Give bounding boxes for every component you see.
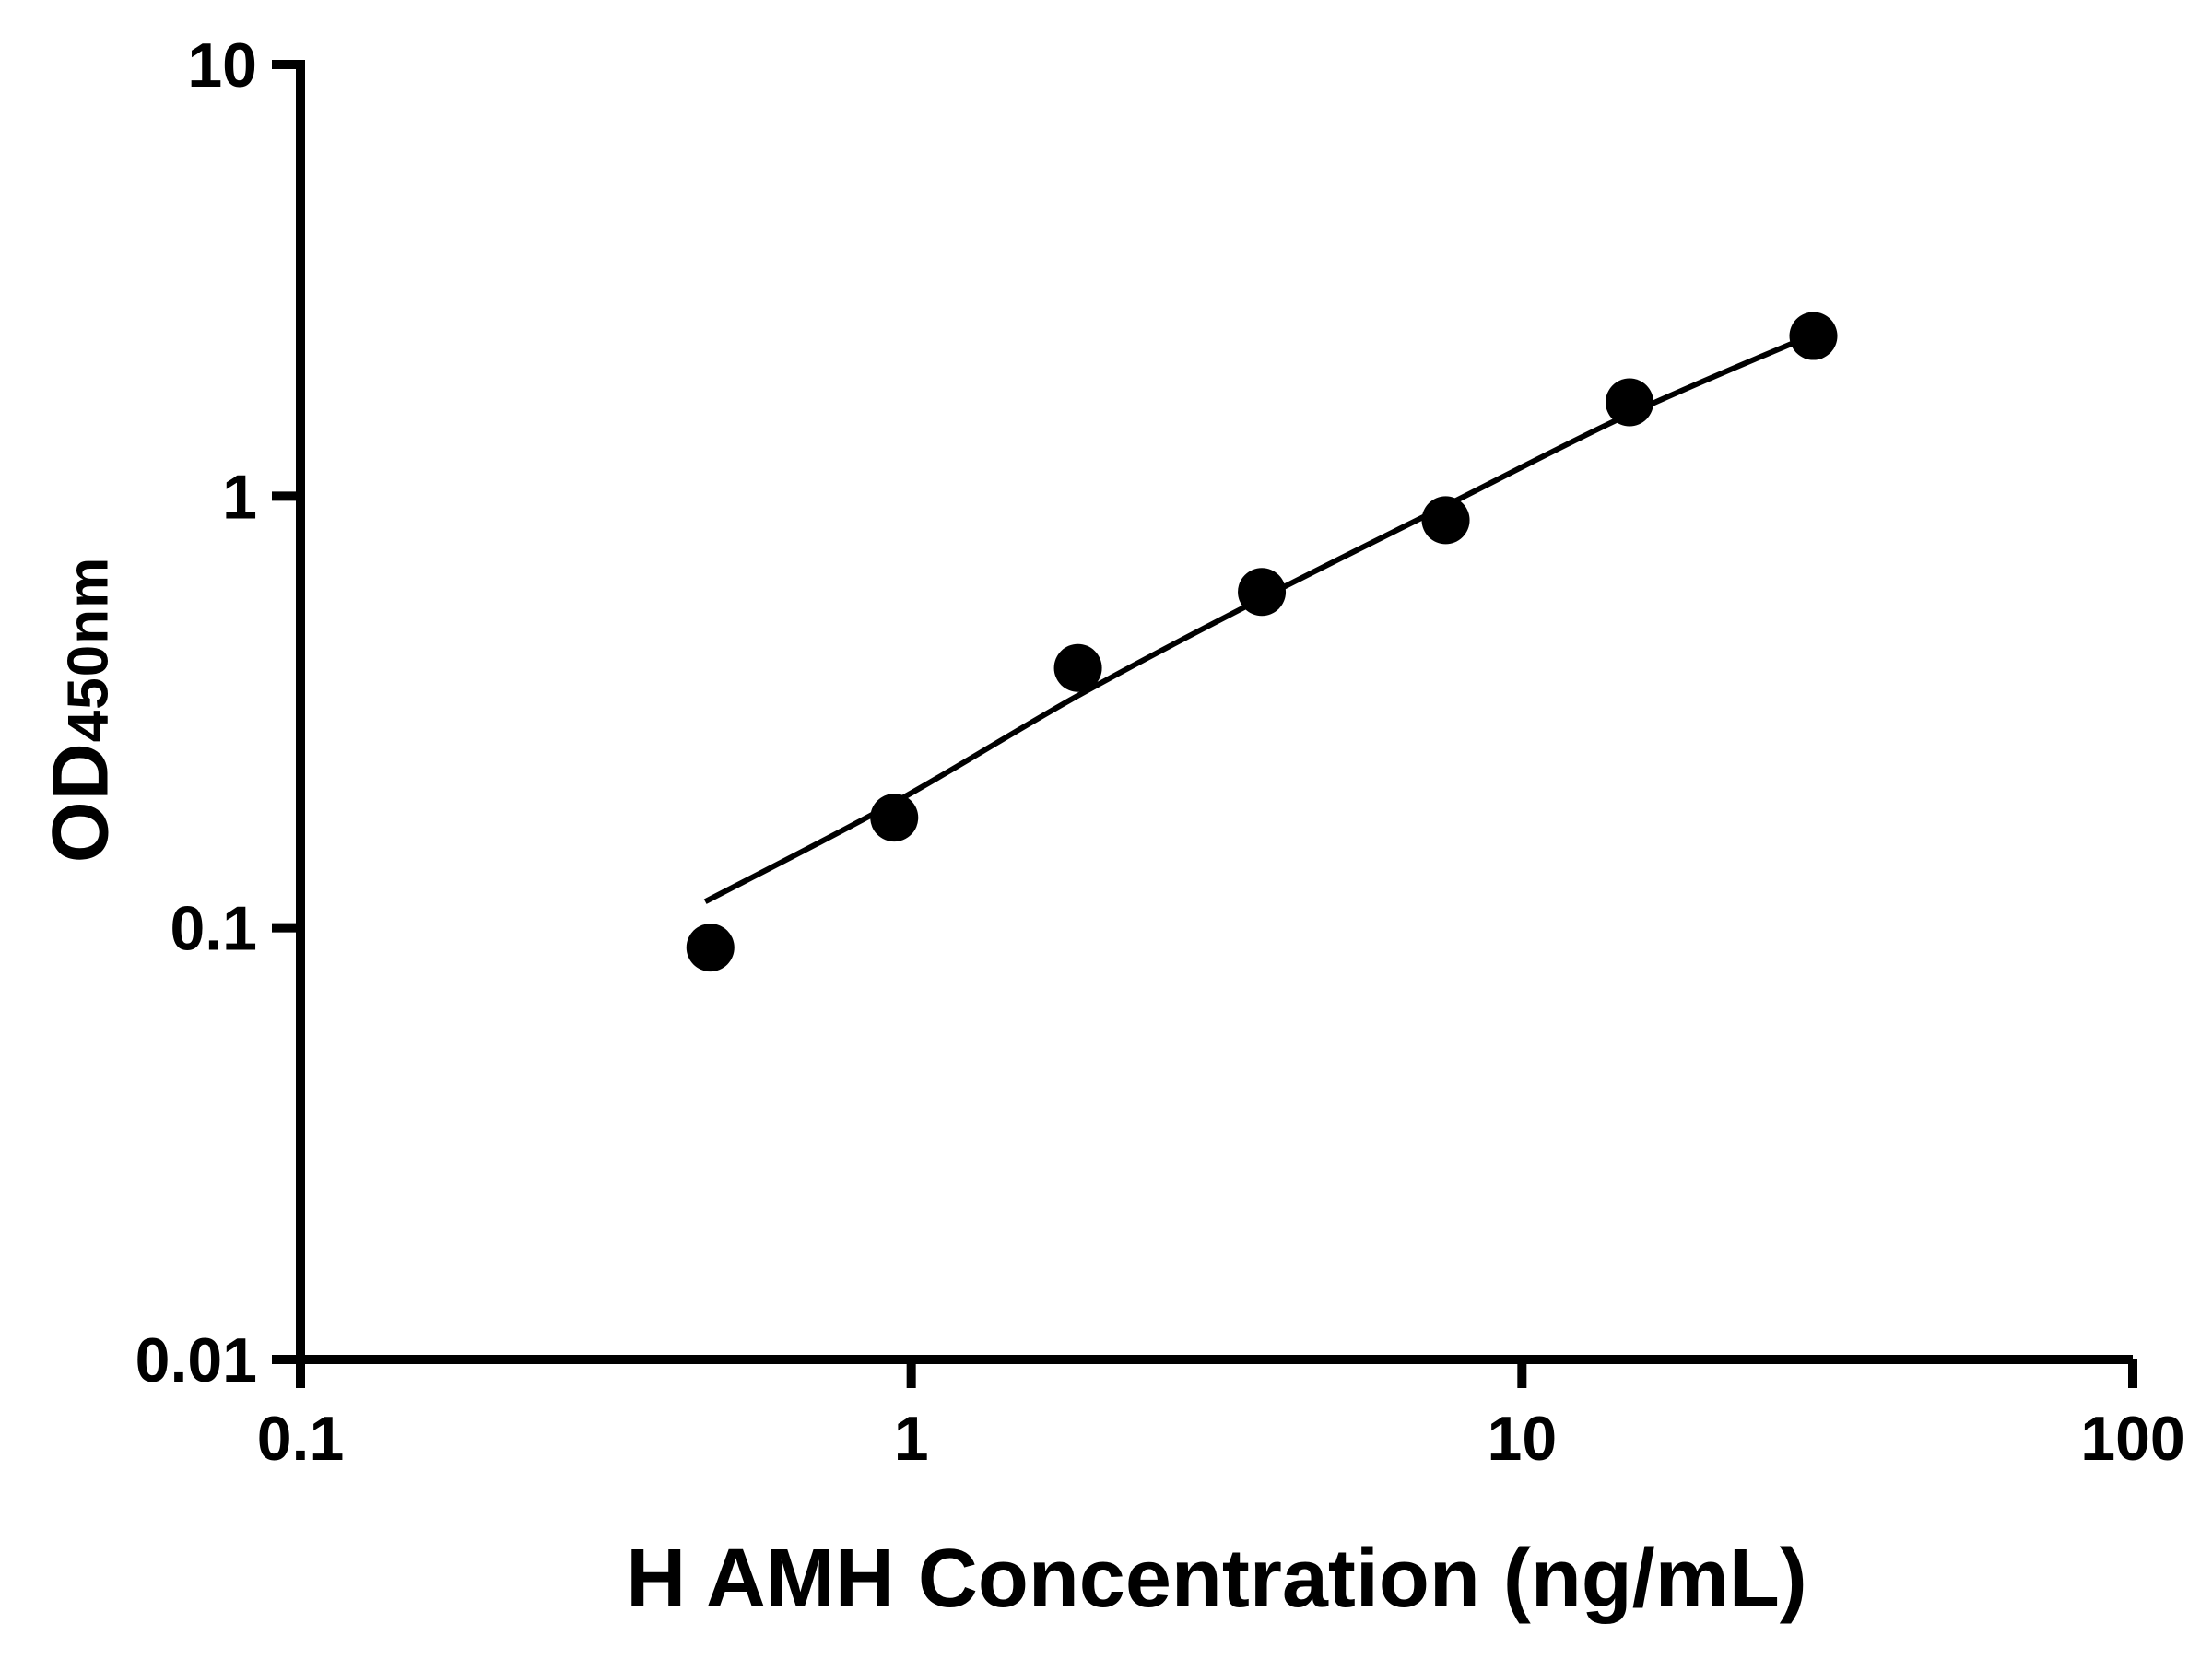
y-tick-label: 0.01 bbox=[135, 1325, 257, 1395]
y-tick-label: 0.1 bbox=[170, 894, 257, 964]
axes bbox=[296, 60, 2133, 1364]
x-axis-title: H AMH Concentration (ng/mL) bbox=[626, 1533, 1807, 1625]
y-axis-title-main: OD bbox=[36, 742, 125, 864]
data-point bbox=[1606, 378, 1654, 427]
y-tick-label: 10 bbox=[187, 30, 257, 100]
data-point bbox=[686, 924, 735, 972]
data-point bbox=[1421, 496, 1470, 545]
x-tick-label: 1 bbox=[894, 1404, 929, 1474]
data-point bbox=[870, 794, 919, 842]
x-tick-label: 10 bbox=[1488, 1404, 1558, 1474]
y-axis-title-sub: 450nm bbox=[56, 556, 121, 743]
y-axis-title: OD450nm bbox=[36, 557, 127, 863]
data-point bbox=[1053, 643, 1102, 692]
data-point bbox=[1238, 568, 1287, 617]
x-tick-label: 0.1 bbox=[257, 1404, 345, 1474]
data-point bbox=[1789, 312, 1838, 360]
y-tick-label: 1 bbox=[222, 462, 257, 532]
x-tick-label: 100 bbox=[2080, 1404, 2184, 1474]
